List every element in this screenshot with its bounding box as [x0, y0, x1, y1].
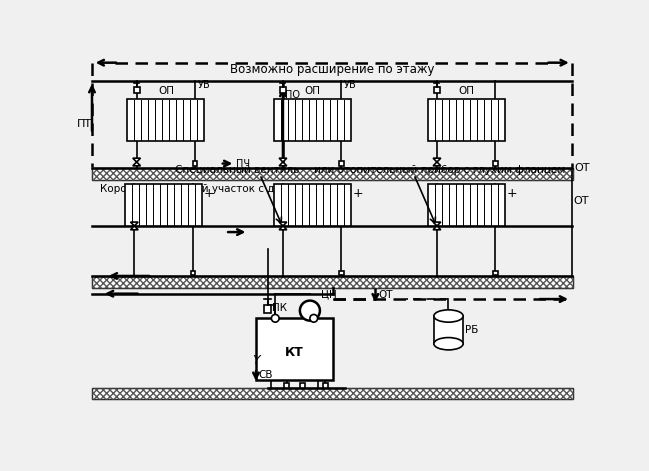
Bar: [92, 276, 573, 287]
Bar: [274, 184, 350, 226]
Text: Возможно расширение по этажу: Возможно расширение по этажу: [230, 64, 434, 76]
Text: СВ: СВ: [258, 370, 273, 380]
Bar: [493, 270, 498, 275]
Text: ОП: ОП: [158, 86, 174, 96]
Bar: [92, 388, 573, 399]
Bar: [280, 87, 286, 93]
Bar: [92, 168, 573, 180]
Bar: [134, 87, 140, 93]
Polygon shape: [433, 226, 441, 230]
Ellipse shape: [434, 310, 463, 322]
Polygon shape: [433, 162, 441, 166]
Text: КТ: КТ: [285, 347, 304, 359]
Bar: [428, 99, 505, 141]
Text: +: +: [204, 187, 214, 200]
Bar: [339, 270, 344, 275]
Bar: [428, 184, 505, 226]
Polygon shape: [279, 162, 287, 166]
Polygon shape: [133, 162, 140, 166]
Polygon shape: [279, 222, 287, 226]
Bar: [256, 318, 333, 380]
Text: ПТ: ПТ: [77, 119, 92, 129]
Bar: [434, 87, 440, 93]
Bar: [125, 184, 202, 226]
Text: ОТ: ОТ: [575, 163, 591, 173]
Bar: [274, 99, 350, 141]
Circle shape: [310, 315, 317, 322]
Text: ПО: ПО: [286, 90, 300, 100]
Text: УВ: УВ: [344, 80, 356, 90]
Polygon shape: [130, 226, 138, 230]
Polygon shape: [279, 158, 287, 162]
Ellipse shape: [434, 338, 463, 350]
Bar: [300, 383, 304, 388]
Polygon shape: [130, 222, 138, 226]
Circle shape: [271, 315, 279, 322]
Text: ОП: ОП: [458, 86, 474, 96]
Bar: [92, 168, 573, 180]
Polygon shape: [433, 222, 441, 226]
Polygon shape: [433, 158, 441, 162]
Text: УВ: УВ: [197, 80, 210, 90]
Bar: [434, 316, 463, 344]
Text: ПК: ПК: [272, 303, 287, 313]
Text: ПЧ: ПЧ: [236, 159, 250, 169]
Bar: [493, 161, 498, 166]
Bar: [92, 388, 573, 399]
Bar: [127, 99, 204, 141]
Bar: [191, 270, 195, 275]
Bar: [284, 383, 289, 388]
Text: +: +: [352, 187, 363, 200]
Text: Специальный вентиль: Специальный вентиль: [175, 165, 300, 175]
Text: +: +: [506, 187, 517, 200]
Text: ОТ: ОТ: [378, 290, 393, 300]
Text: ЦН: ЦН: [321, 289, 337, 299]
Text: или отопительный прибор с глухим фланцем: или отопительный прибор с глухим фланцем: [313, 165, 565, 175]
Text: ОП: ОП: [304, 86, 320, 96]
Bar: [263, 305, 271, 313]
Polygon shape: [133, 158, 140, 162]
Text: РБ: РБ: [465, 325, 479, 335]
Bar: [323, 383, 328, 388]
Text: ОТ: ОТ: [573, 196, 589, 206]
Text: Y: Y: [252, 354, 260, 367]
Bar: [92, 276, 573, 287]
Polygon shape: [279, 226, 287, 230]
Bar: [193, 161, 197, 166]
Text: Короткий обводной участок с дросселем: Короткий обводной участок с дросселем: [100, 184, 326, 194]
Bar: [339, 161, 344, 166]
Circle shape: [300, 300, 320, 321]
